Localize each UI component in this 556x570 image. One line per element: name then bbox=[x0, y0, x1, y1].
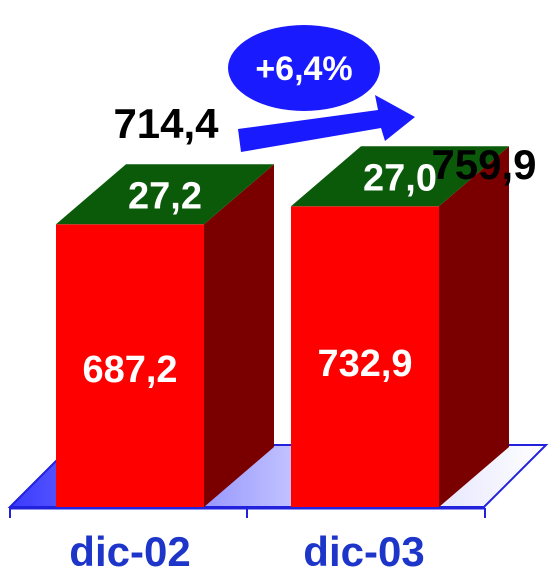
category-labels: dic-02 dic-03 bbox=[69, 528, 424, 570]
total-labels: 714,4 759,9 bbox=[113, 100, 536, 188]
bar-side-dic-03 bbox=[439, 146, 509, 508]
bar-top-dic-02 bbox=[56, 164, 274, 225]
segment-label-top-dic-02: 27,2 bbox=[128, 175, 202, 217]
total-label-dic-03: 759,9 bbox=[431, 141, 536, 188]
total-label-dic-02: 714,4 bbox=[113, 100, 219, 147]
change-label: +6,4% bbox=[255, 50, 352, 88]
segment-label-top-dic-03: 27,0 bbox=[363, 157, 437, 199]
bar-side-dic-02 bbox=[204, 164, 274, 507]
segment-label-base-dic-02: 687,2 bbox=[82, 349, 177, 391]
bar-top-dic-03 bbox=[291, 146, 509, 207]
bar-front-dic-02 bbox=[56, 224, 204, 507]
category-label-dic-02: dic-02 bbox=[69, 528, 190, 570]
change-badge bbox=[228, 25, 380, 111]
change-indicator: +6,4% bbox=[228, 25, 415, 152]
category-label-dic-03: dic-03 bbox=[303, 528, 424, 570]
bars-group: 27,2 687,2 27,0 732,9 bbox=[56, 146, 509, 508]
bar-front-dic-03 bbox=[291, 206, 439, 508]
segment-label-base-dic-03: 732,9 bbox=[317, 343, 412, 385]
growth-arrow bbox=[238, 95, 415, 152]
